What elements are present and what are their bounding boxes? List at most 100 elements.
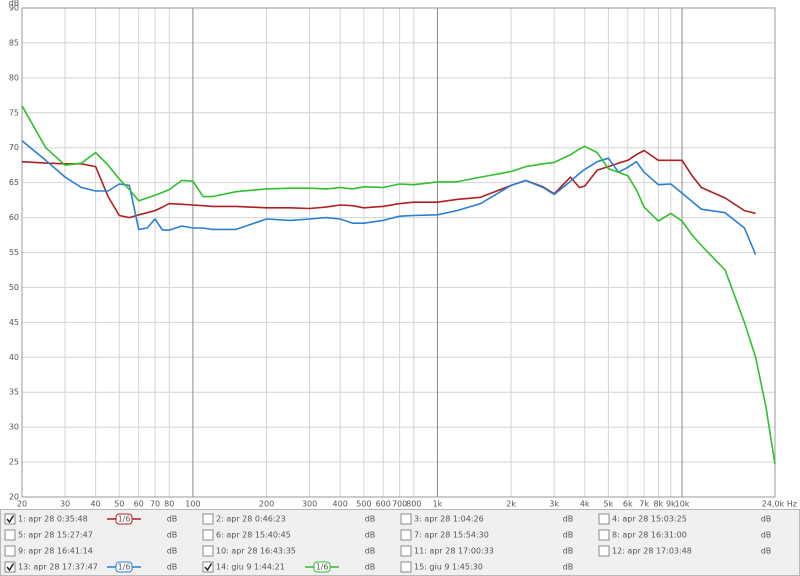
x-tick-label: 70 bbox=[150, 500, 160, 509]
smoothing-badge[interactable] bbox=[115, 513, 133, 525]
legend-entry: 2: apr 28 0:46:23 dB bbox=[202, 513, 376, 525]
legend-entry: 6: apr 28 15:40:45 dB bbox=[202, 529, 375, 541]
y-tick-label: 75 bbox=[9, 108, 19, 117]
legend-unit: dB bbox=[365, 515, 376, 524]
legend-label: 9: apr 28 16:41:14 bbox=[18, 547, 93, 556]
legend-label: 6: apr 28 15:40:45 bbox=[216, 531, 291, 540]
legend-unit: dB bbox=[761, 515, 772, 524]
x-tick-label: 60 bbox=[134, 500, 144, 509]
legend-label: 5: apr 28 15:27:47 bbox=[18, 531, 93, 540]
x-tick-label: 8k bbox=[653, 500, 663, 509]
smoothing-label: 1/6 bbox=[118, 515, 131, 524]
x-tick-label: 2k bbox=[506, 500, 516, 509]
x-tick-label: 3k bbox=[549, 500, 559, 509]
y-tick-label: 65 bbox=[9, 178, 19, 187]
checkbox[interactable] bbox=[4, 545, 16, 557]
x-tick-label: 300 bbox=[302, 500, 317, 509]
x-tick-label: 5k bbox=[604, 500, 614, 509]
legend-label: 3: apr 28 1:04:26 bbox=[414, 515, 484, 524]
x-tick-label: 80 bbox=[164, 500, 174, 509]
legend-entry: 9: apr 28 16:41:14 dB bbox=[4, 545, 178, 557]
checkbox[interactable] bbox=[400, 529, 412, 541]
checkbox[interactable] bbox=[4, 529, 16, 541]
legend-entry: 1: apr 28 0:35:48 1/6 dB bbox=[4, 513, 178, 525]
legend-unit: dB bbox=[167, 563, 178, 572]
x-tick-label: 40 bbox=[91, 500, 101, 509]
legend-label: 11: apr 28 17:00:33 bbox=[414, 547, 494, 556]
legend-label: 8: apr 28 16:31:00 bbox=[612, 531, 687, 540]
y-tick-label: 55 bbox=[9, 248, 19, 257]
legend-label: 12: apr 28 17:03:48 bbox=[612, 547, 692, 556]
legend-label: 7: apr 28 15:54:30 bbox=[414, 531, 489, 540]
legend-entry: 8: apr 28 16:31:00 dB bbox=[598, 529, 772, 541]
y-tick-label: 85 bbox=[9, 38, 19, 47]
checkbox[interactable] bbox=[400, 545, 412, 557]
y-tick-label: 60 bbox=[9, 213, 19, 222]
legend-label: 14: giu 9 1:44:21 bbox=[216, 563, 285, 572]
x-tick-label: 4k bbox=[580, 500, 590, 509]
legend-unit: dB bbox=[761, 547, 772, 556]
legend-entry: 14: giu 9 1:44:21 1/6 dB bbox=[202, 561, 376, 573]
y-unit-label: dB bbox=[9, 0, 20, 8]
checkmark bbox=[6, 515, 15, 524]
legend-unit: dB bbox=[167, 547, 178, 556]
x-tick-label: 50 bbox=[114, 500, 124, 509]
legend-entry: 15: giu 9 1:45:30 dB bbox=[400, 561, 573, 573]
series-line bbox=[21, 140, 757, 255]
legend-entry: 5: apr 28 15:27:47 dB bbox=[4, 529, 178, 541]
legend-unit: dB bbox=[761, 531, 772, 540]
legend-panel bbox=[0, 509, 800, 576]
checkbox[interactable] bbox=[4, 513, 16, 525]
checkbox[interactable] bbox=[598, 545, 610, 557]
y-tick-label: 20 bbox=[9, 493, 19, 502]
smoothing-label: 1/6 bbox=[316, 563, 329, 572]
legend-entry: 4: apr 28 15:03:25 dB bbox=[598, 513, 772, 525]
legend-label: 10: apr 28 16:43:35 bbox=[216, 547, 296, 556]
checkbox[interactable] bbox=[400, 561, 412, 573]
checkbox[interactable] bbox=[4, 561, 16, 573]
legend-unit: dB bbox=[365, 563, 376, 572]
x-tick-label: 800 bbox=[406, 500, 421, 509]
series-line bbox=[21, 105, 776, 465]
legend-label: 13: apr 28 17:37:47 bbox=[18, 563, 98, 572]
checkmark bbox=[6, 563, 15, 572]
legend-unit: dB bbox=[563, 515, 574, 524]
x-tick-label: 200 bbox=[259, 500, 274, 509]
y-tick-label: 70 bbox=[9, 143, 19, 152]
x-tick-label: 400 bbox=[333, 500, 348, 509]
y-tick-label: 90 bbox=[9, 4, 19, 13]
x-tick-label: 30 bbox=[60, 500, 70, 509]
legend-label: 4: apr 28 15:03:25 bbox=[612, 515, 687, 524]
smoothing-badge[interactable] bbox=[313, 561, 331, 573]
checkbox[interactable] bbox=[598, 529, 610, 541]
x-tick-label: 7k bbox=[639, 500, 649, 509]
checkbox[interactable] bbox=[202, 561, 214, 573]
checkbox[interactable] bbox=[202, 529, 214, 541]
checkmark bbox=[204, 563, 213, 572]
checkbox[interactable] bbox=[598, 513, 610, 525]
legend-unit: dB bbox=[167, 531, 178, 540]
legend-unit: dB bbox=[365, 547, 376, 556]
legend-entry: 10: apr 28 16:43:35 dB bbox=[202, 545, 376, 557]
x-tick-label: 700 bbox=[392, 500, 407, 509]
legend-entry: 11: apr 28 17:00:33 dB bbox=[400, 545, 574, 557]
checkbox[interactable] bbox=[202, 513, 214, 525]
plot-frame bbox=[21, 7, 776, 498]
legend-entry: 13: apr 28 17:37:47 1/6 dB bbox=[4, 561, 178, 573]
legend-label: 1: apr 28 0:35:48 bbox=[18, 515, 88, 524]
x-tick-label: 100 bbox=[185, 500, 200, 509]
smoothing-badge[interactable] bbox=[115, 561, 133, 573]
y-tick-label: 25 bbox=[9, 458, 19, 467]
checkbox[interactable] bbox=[202, 545, 214, 557]
y-tick-label: 35 bbox=[9, 388, 19, 397]
legend-unit: dB bbox=[167, 515, 178, 524]
checkbox[interactable] bbox=[400, 513, 412, 525]
y-tick-label: 45 bbox=[9, 318, 19, 327]
legend-unit: dB bbox=[563, 531, 574, 540]
legend-unit: dB bbox=[563, 547, 574, 556]
y-tick-label: 80 bbox=[9, 73, 19, 82]
legend-label: 15: giu 9 1:45:30 bbox=[414, 563, 483, 572]
